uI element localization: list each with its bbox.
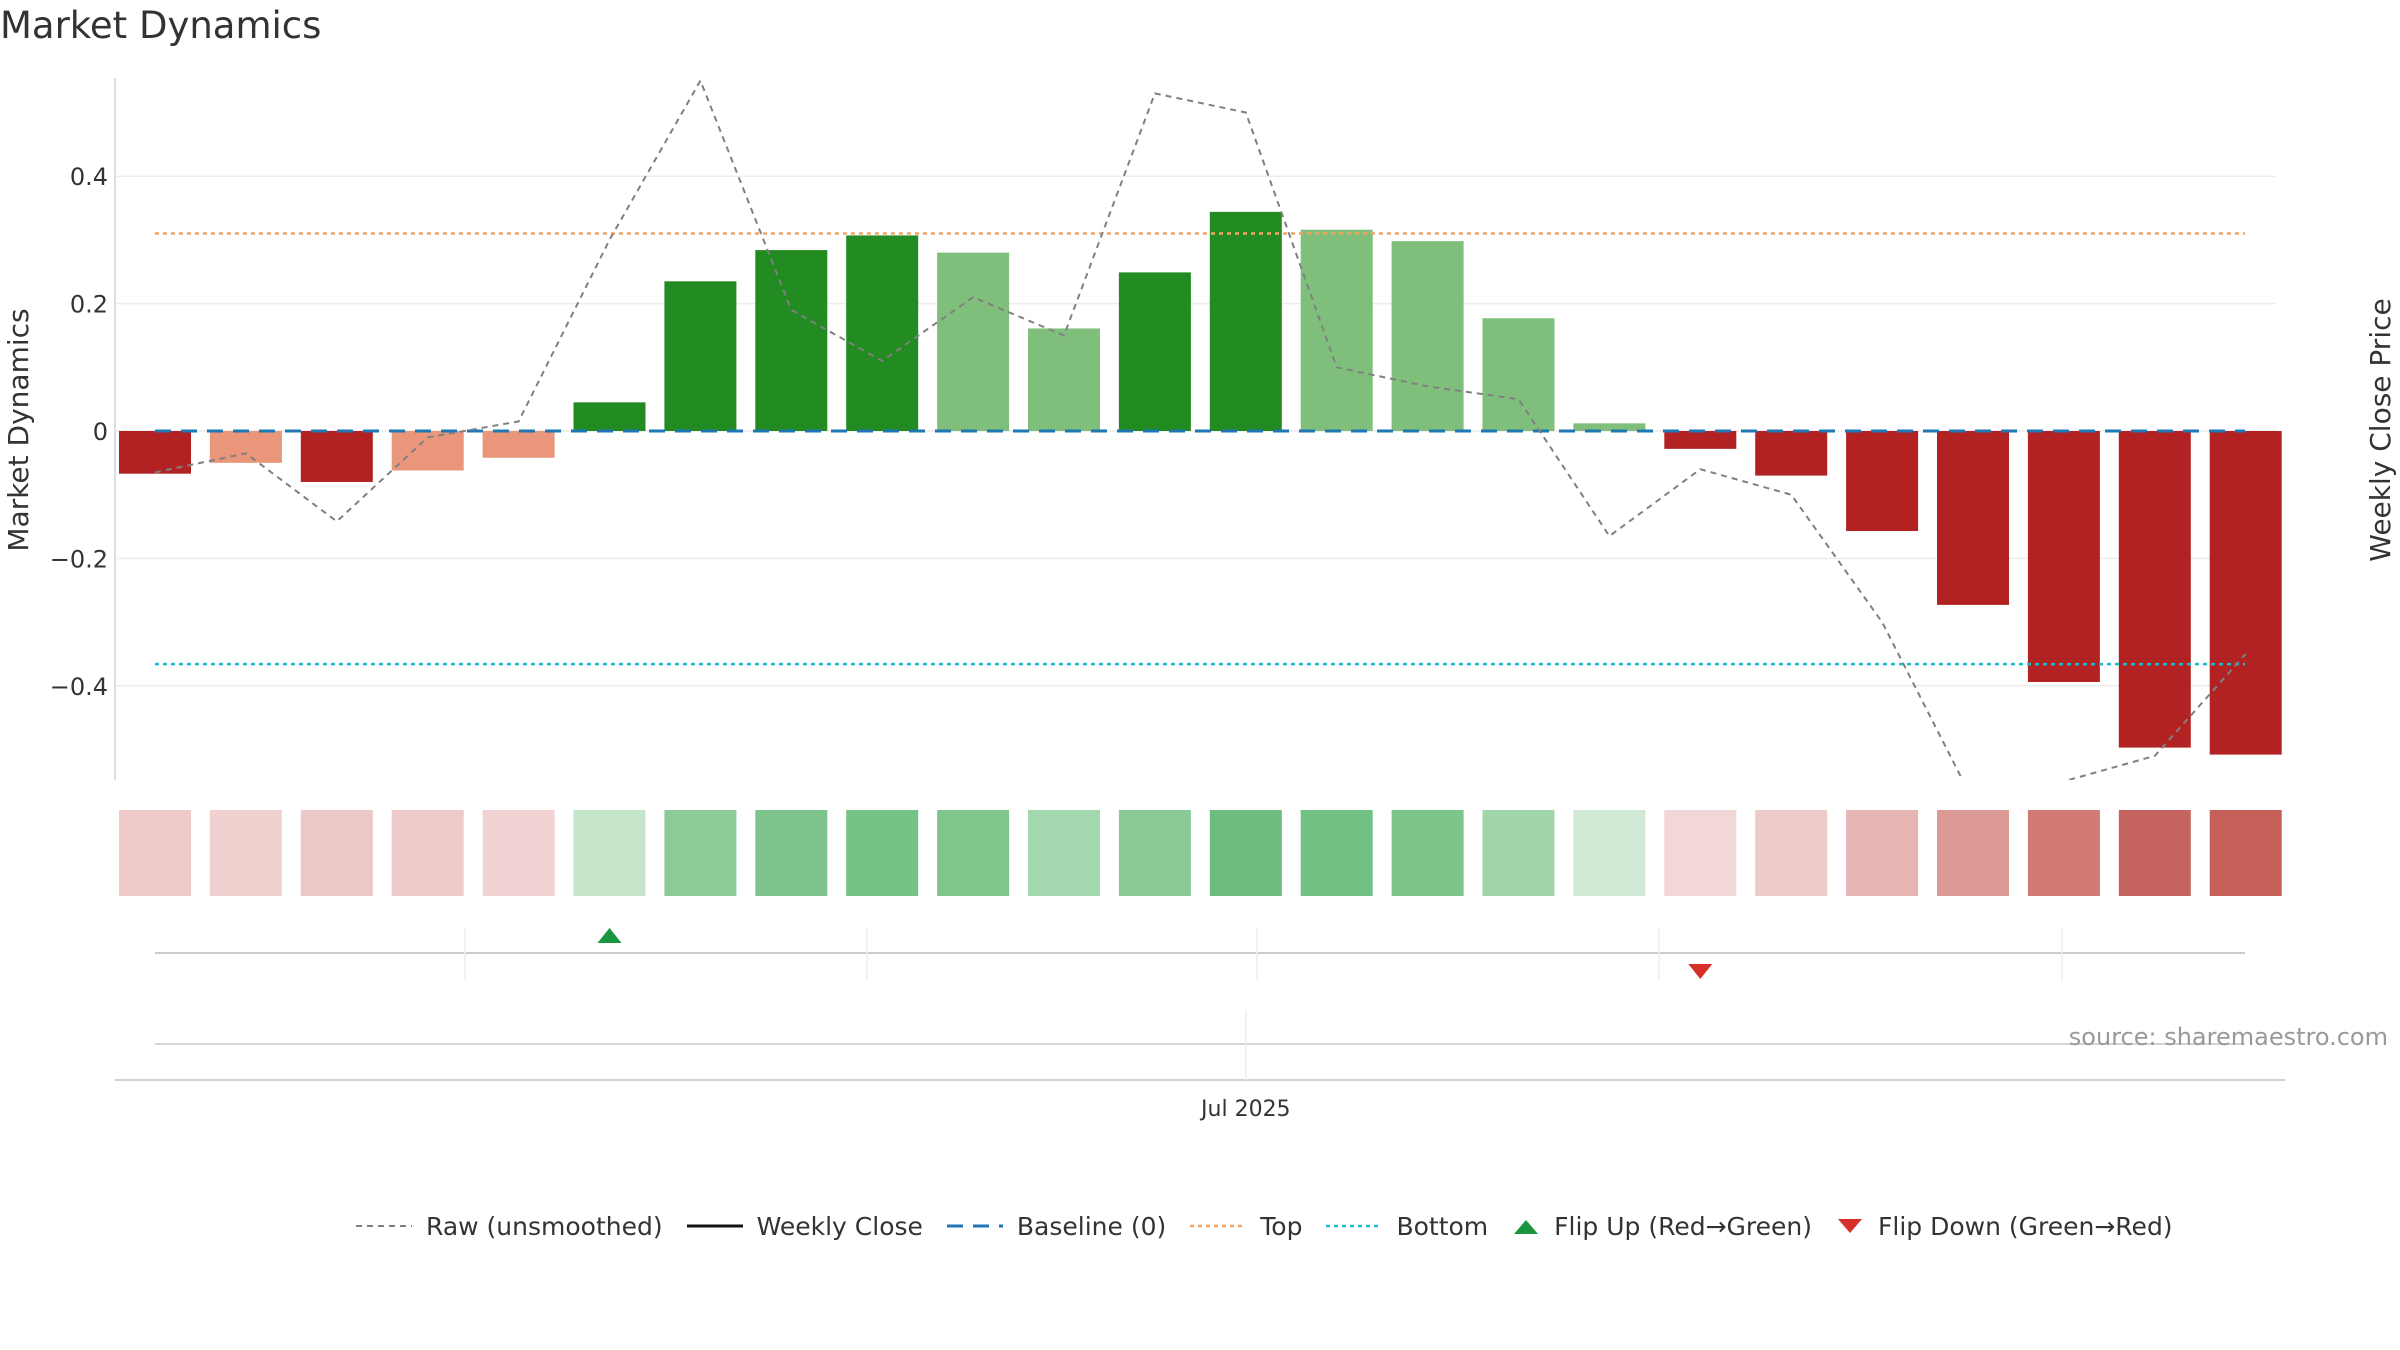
legend-raw-label: Raw (unsmoothed) xyxy=(426,1211,663,1241)
heat-strip-cell xyxy=(1391,810,1464,896)
legend-item-baseline: Baseline (0) xyxy=(946,1211,1167,1241)
y-left-tick-label: 0 xyxy=(93,418,108,446)
bar xyxy=(1118,272,1191,431)
heat-strip-cell xyxy=(1846,810,1919,896)
heat-strip-cell xyxy=(1755,810,1828,896)
heat-strip-cell xyxy=(1573,810,1646,896)
legend-bottom-label: Bottom xyxy=(1396,1211,1489,1241)
bar xyxy=(1028,328,1100,431)
heat-strip-cell xyxy=(2118,810,2191,896)
chart-legend: Raw (unsmoothed) Weekly Close Baseline (… xyxy=(356,1206,2197,1246)
flip-up-marker xyxy=(597,928,622,943)
heat-strip-cell xyxy=(482,810,555,896)
chart-title: Market Dynamics xyxy=(0,4,322,47)
bar xyxy=(573,402,646,431)
bar xyxy=(846,235,919,431)
bar xyxy=(937,252,1010,431)
heat-strip-cell xyxy=(209,810,282,896)
legend-flip-down-label: Flip Down (Green→Red) xyxy=(1878,1211,2173,1241)
legend-top-label: Top xyxy=(1260,1211,1303,1241)
heat-strip-cell xyxy=(846,810,919,896)
y-right-axis-title: Weekly Close Price xyxy=(2364,298,2397,561)
legend-flip-up-label: Flip Up (Red→Green) xyxy=(1554,1211,1813,1241)
heat-strip-cell xyxy=(937,810,1010,896)
heat-strip-cell xyxy=(300,810,373,896)
heat-strip-cell xyxy=(1482,810,1555,896)
heat-strip-cell xyxy=(1937,810,2009,896)
heat-strip-cell xyxy=(1664,810,1737,896)
bar xyxy=(2118,431,2191,748)
legend-close-label: Weekly Close xyxy=(756,1211,923,1241)
bar xyxy=(1937,431,2009,605)
y-left-tick-label: −0.2 xyxy=(50,545,108,573)
bar xyxy=(1482,318,1555,431)
flip-up-icon xyxy=(1514,1220,1539,1234)
bar xyxy=(1209,211,1282,431)
legend-item-flip-down: Flip Down (Green→Red) xyxy=(1836,1212,2173,1241)
x-tick-label: Jul 2025 xyxy=(1199,1097,1291,1122)
heat-strip-cell xyxy=(2027,810,2100,896)
heat-strip-cell xyxy=(1209,810,1282,896)
legend-item-raw: Raw (unsmoothed) xyxy=(356,1212,663,1241)
bar xyxy=(1664,431,1737,449)
legend-item-top: Top xyxy=(1190,1212,1302,1241)
legend-baseline-label: Baseline (0) xyxy=(1016,1211,1167,1241)
flip-down-marker xyxy=(1688,964,1713,979)
heat-strip-cell xyxy=(664,810,737,896)
bar xyxy=(300,431,373,482)
legend-item-bottom: Bottom xyxy=(1326,1212,1488,1241)
bar xyxy=(664,281,737,431)
bar xyxy=(1846,431,1919,532)
bar xyxy=(1391,241,1464,431)
y-left-axis-title: Market Dynamics xyxy=(2,308,35,551)
heat-strip-cell xyxy=(1118,810,1191,896)
y-left-tick-label: 0.2 xyxy=(70,291,108,319)
legend-raw-swatch xyxy=(356,1225,412,1227)
y-left-tick-label: −0.4 xyxy=(50,673,108,701)
bar xyxy=(1300,229,1373,431)
y-left-tick-label: 0.4 xyxy=(70,163,108,191)
heat-strip-cell xyxy=(2209,810,2282,896)
legend-bottom-swatch xyxy=(1326,1224,1383,1228)
heat-strip-cell xyxy=(573,810,646,896)
bar xyxy=(2027,431,2100,682)
heat-strip-cell xyxy=(1300,810,1373,896)
heat-strip-cell xyxy=(391,810,464,896)
legend-item-close: Weekly Close xyxy=(686,1211,923,1241)
heat-strip-cell xyxy=(119,810,191,896)
legend-close-swatch xyxy=(686,1224,743,1228)
flip-down-icon xyxy=(1838,1219,1863,1233)
bar xyxy=(1755,431,1828,476)
raw-unsmoothed-line xyxy=(154,78,2247,780)
heat-strip-cell xyxy=(1028,810,1100,896)
heat-strip-cell xyxy=(755,810,828,896)
legend-baseline-swatch xyxy=(946,1224,1003,1228)
source-note: source: sharemaestro.com xyxy=(2069,1023,2388,1051)
bar xyxy=(2209,431,2282,755)
legend-top-swatch xyxy=(1190,1224,1247,1228)
bar xyxy=(482,431,555,458)
legend-item-flip-up: Flip Up (Red→Green) xyxy=(1512,1212,1812,1241)
bar xyxy=(755,250,828,431)
bar xyxy=(1573,423,1646,431)
